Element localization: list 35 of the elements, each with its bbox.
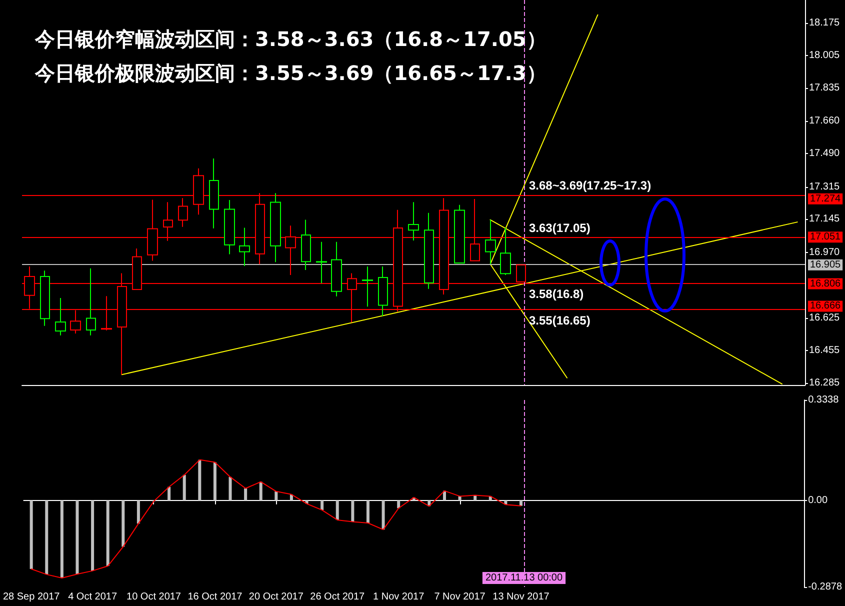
ref-line-label: 17.051 <box>810 232 842 243</box>
y-tick-label: 17.490 <box>809 148 840 160</box>
x-tick-label: 10 Oct 2017 <box>126 592 182 602</box>
text: 今日银价窄幅波动区间：3.58～3.63（16.8～17.05） <box>34 27 546 51</box>
ref-line-label: 2017.11.13 00:00 <box>485 572 563 584</box>
annotation: 3.63(17.05) <box>528 221 590 236</box>
y-tick-label: 0.00 <box>808 494 828 506</box>
annotation: 3.58(16.8) <box>528 286 584 301</box>
ref-line-label: 16.666 <box>810 300 842 312</box>
x-tick-label: 4 Oct 2017 <box>68 592 118 602</box>
y-tick-label: 17.315 <box>809 181 840 192</box>
y-tick-label: 0.3338 <box>808 394 840 406</box>
y-tick-label: 17.145 <box>809 214 840 225</box>
x-tick-label: 7 Nov 2017 <box>434 592 486 602</box>
y-tick-label: 16.970 <box>809 247 840 258</box>
x-tick-label: 28 Sep 2017 <box>2 592 60 602</box>
y-tick-label: 18.175 <box>809 18 840 29</box>
x-tick-label: 16 Oct 2017 <box>188 592 243 602</box>
ref-line-label: 16.905 <box>810 259 842 270</box>
y-tick-label: 16.285 <box>809 378 840 388</box>
y-tick-label: 16.625 <box>809 312 840 324</box>
x-tick-label: 13 Nov 2017 <box>492 592 550 602</box>
y-tick-label: 17.835 <box>809 82 840 94</box>
annotation: 3.55(16.65) <box>528 313 590 328</box>
ref-line-label: 17.274 <box>810 193 842 204</box>
x-tick-label: 26 Oct 2017 <box>310 592 366 602</box>
y-tick-label: 17.660 <box>809 116 840 127</box>
text: 今日银价极限波动区间：3.55～3.69（16.65～17.3） <box>34 61 546 85</box>
annotation: 3.68~3.69(17.25~17.3) <box>528 178 652 193</box>
y-tick-label: 18.005 <box>809 50 840 61</box>
x-tick-label: 20 Oct 2017 <box>248 592 304 602</box>
y-tick-label: -0.2878 <box>808 582 842 592</box>
x-tick-label: 1 Nov 2017 <box>373 592 425 602</box>
ref-line-label: 16.806 <box>810 278 842 290</box>
y-tick-label: 16.455 <box>809 345 840 356</box>
